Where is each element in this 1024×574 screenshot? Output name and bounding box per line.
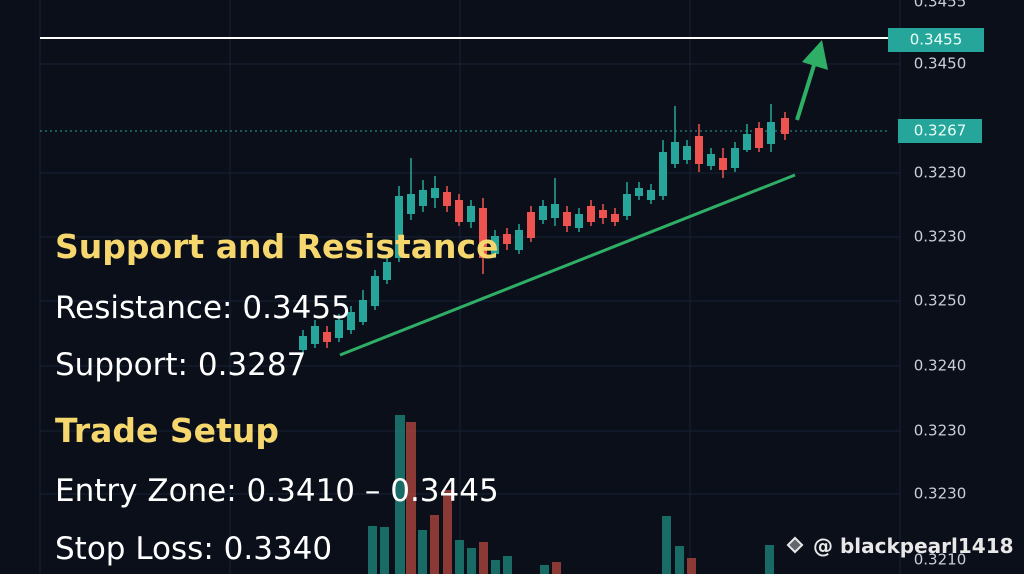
candle-body [455, 200, 463, 222]
axis-label: 0.3250 [914, 292, 967, 310]
axis-label: 0.3455 [914, 0, 967, 11]
candle-body [467, 206, 475, 222]
candle-body [335, 320, 343, 338]
candle-body [311, 326, 319, 344]
axis-label: 0.3210 [914, 551, 967, 569]
heading: Trade Setup [55, 411, 279, 450]
overlay-text: Resistance: 0.3455 [55, 290, 351, 326]
overlay-text: Stop Loss: 0.3340 [55, 531, 332, 567]
candle-body [707, 154, 715, 166]
candle-body [731, 148, 739, 168]
candle-body [539, 206, 547, 220]
candle-body [767, 122, 775, 144]
candles [299, 104, 789, 354]
heading: Support and Resistance [55, 227, 498, 266]
candle-body [755, 128, 763, 148]
candle-body [371, 276, 379, 306]
candle-body [781, 118, 789, 134]
axis-label: 0.3230 [914, 485, 967, 503]
axis-label: 0.3450 [914, 55, 967, 73]
axis-label: 0.3230 [914, 422, 967, 440]
candle-body [419, 190, 427, 206]
candle-body [575, 214, 583, 228]
candle-body [671, 142, 679, 164]
watermark: @ blackpearl1418 [813, 534, 1014, 558]
candle-body [359, 300, 367, 322]
candle-body [647, 190, 655, 200]
overlay-text: Entry Zone: 0.3410 – 0.3445 [55, 473, 499, 509]
candle-body [599, 210, 607, 218]
logo [786, 536, 804, 554]
candle-body [683, 146, 691, 160]
candle-body [491, 236, 499, 254]
candle-body [383, 262, 391, 280]
grid [39, 0, 901, 574]
candle-body [563, 212, 571, 226]
candle-body [635, 188, 643, 196]
candle-body [407, 194, 415, 214]
candle-body [623, 194, 631, 216]
candle-body [743, 134, 751, 150]
current-tag-text: 0.3267 [914, 122, 967, 140]
axis-label: 0.3230 [914, 228, 967, 246]
candle-body [443, 192, 451, 206]
candle-body [719, 158, 727, 170]
candle-body [527, 212, 535, 238]
candle-body [479, 208, 487, 258]
candle-body [659, 152, 667, 196]
candle-body [323, 332, 331, 342]
current-tag [898, 119, 982, 143]
overlay-text: Support: 0.3287 [55, 347, 306, 383]
trend-line [339, 173, 796, 357]
candle-body [515, 230, 523, 250]
candle-body [503, 234, 511, 244]
axis-label: 0.3240 [914, 357, 967, 375]
resistance-tag [888, 28, 984, 52]
candle-body [299, 336, 307, 350]
volume-bars [368, 415, 774, 574]
candle-body [587, 206, 595, 222]
price-axis: 0.3455 0.3450 0.3230 0.3230 0.3250 0.3240 0.32… [914, 0, 967, 569]
candle-body [431, 188, 439, 198]
candle-body [551, 204, 559, 218]
candle-body [395, 196, 403, 258]
arrow [795, 40, 828, 121]
resistance-tag-text: 0.3455 [910, 31, 963, 49]
axis-label: 0.3230 [914, 164, 967, 182]
candle-body [611, 214, 619, 222]
candle-body [347, 312, 355, 330]
candle-body [695, 136, 703, 164]
